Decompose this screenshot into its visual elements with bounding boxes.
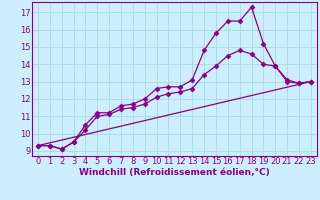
X-axis label: Windchill (Refroidissement éolien,°C): Windchill (Refroidissement éolien,°C) (79, 168, 270, 177)
